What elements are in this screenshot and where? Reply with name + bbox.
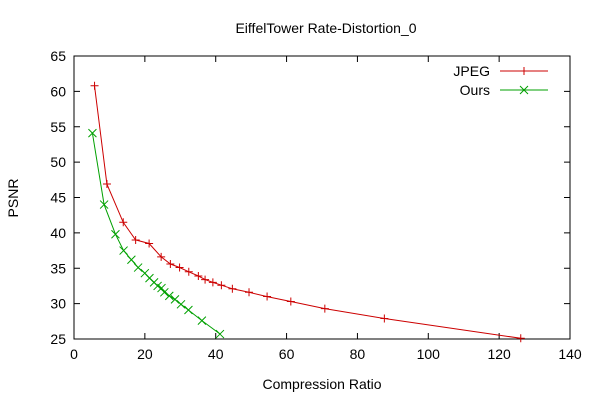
data-point-jpeg	[194, 272, 203, 281]
y-tick-label: 30	[50, 296, 66, 312]
chart-title: EiffelTower Rate-Distortion_0	[235, 20, 416, 36]
x-tick-label: 0	[70, 346, 78, 362]
y-tick-label: 45	[50, 190, 66, 206]
y-tick-label: 50	[50, 154, 66, 170]
data-point-ours	[176, 299, 186, 309]
data-point-jpeg	[102, 180, 111, 189]
data-point-jpeg	[119, 218, 128, 227]
data-point-jpeg	[131, 235, 140, 244]
data-point-ours	[157, 283, 166, 293]
data-point-ours	[99, 200, 109, 209]
x-tick-label: 140	[558, 346, 582, 362]
data-point-ours	[88, 128, 97, 138]
legend-label-ours: Ours	[460, 82, 490, 98]
data-point-ours	[159, 287, 169, 297]
data-point-jpeg	[228, 284, 237, 293]
data-point-jpeg	[201, 275, 210, 284]
y-axis-label: PSNR	[5, 179, 21, 218]
x-tick-label: 80	[350, 346, 366, 362]
data-point-ours	[170, 295, 180, 304]
y-tick-label: 35	[50, 260, 66, 276]
y-tick-label: 60	[50, 83, 66, 99]
x-tick-label: 20	[137, 346, 153, 362]
data-point-jpeg	[184, 267, 193, 276]
data-point-jpeg	[175, 263, 184, 272]
plot-frame	[73, 55, 571, 340]
legend-label-jpeg: JPEG	[453, 63, 490, 79]
data-point-jpeg	[320, 304, 329, 313]
data-point-jpeg	[157, 252, 166, 261]
data-point-ours	[119, 246, 128, 255]
x-axis-label: Compression Ratio	[262, 376, 381, 392]
data-point-jpeg	[208, 278, 217, 287]
data-point-jpeg	[516, 334, 525, 343]
data-point-jpeg	[90, 81, 99, 90]
y-tick-label: 65	[50, 48, 66, 64]
x-tick-label: 60	[279, 346, 295, 362]
series-line-jpeg	[94, 85, 521, 339]
x-tick-label: 40	[208, 346, 224, 362]
y-tick-label: 25	[50, 331, 66, 347]
data-point-ours	[127, 255, 136, 265]
data-point-ours	[111, 229, 120, 239]
data-point-ours	[164, 291, 174, 301]
data-point-jpeg	[166, 260, 175, 269]
x-tick-label: 120	[487, 346, 511, 362]
series-ours	[88, 128, 225, 339]
legend-marker-jpeg	[520, 67, 528, 75]
y-tick-label: 55	[50, 119, 66, 135]
series-jpeg	[90, 81, 525, 343]
axes: 0 20 40 60 80 100 120 140 25 30 35 40 45 50 55 60 65	[50, 48, 581, 362]
data-point-ours	[184, 305, 193, 315]
data-point-jpeg	[145, 239, 154, 248]
data-point-jpeg	[217, 281, 226, 290]
data-point-jpeg	[263, 292, 272, 301]
x-tick-label: 100	[417, 346, 441, 362]
series-layer	[88, 81, 525, 343]
y-tick-label: 40	[50, 225, 66, 241]
data-point-ours	[133, 263, 143, 272]
legend: JPEG Ours	[453, 63, 548, 98]
data-point-jpeg	[286, 297, 295, 306]
data-point-jpeg	[380, 314, 389, 323]
legend-marker-ours	[519, 85, 529, 95]
data-point-ours	[197, 316, 207, 325]
data-point-ours	[215, 329, 225, 339]
series-line-ours	[91, 133, 221, 335]
data-point-jpeg	[245, 288, 254, 297]
